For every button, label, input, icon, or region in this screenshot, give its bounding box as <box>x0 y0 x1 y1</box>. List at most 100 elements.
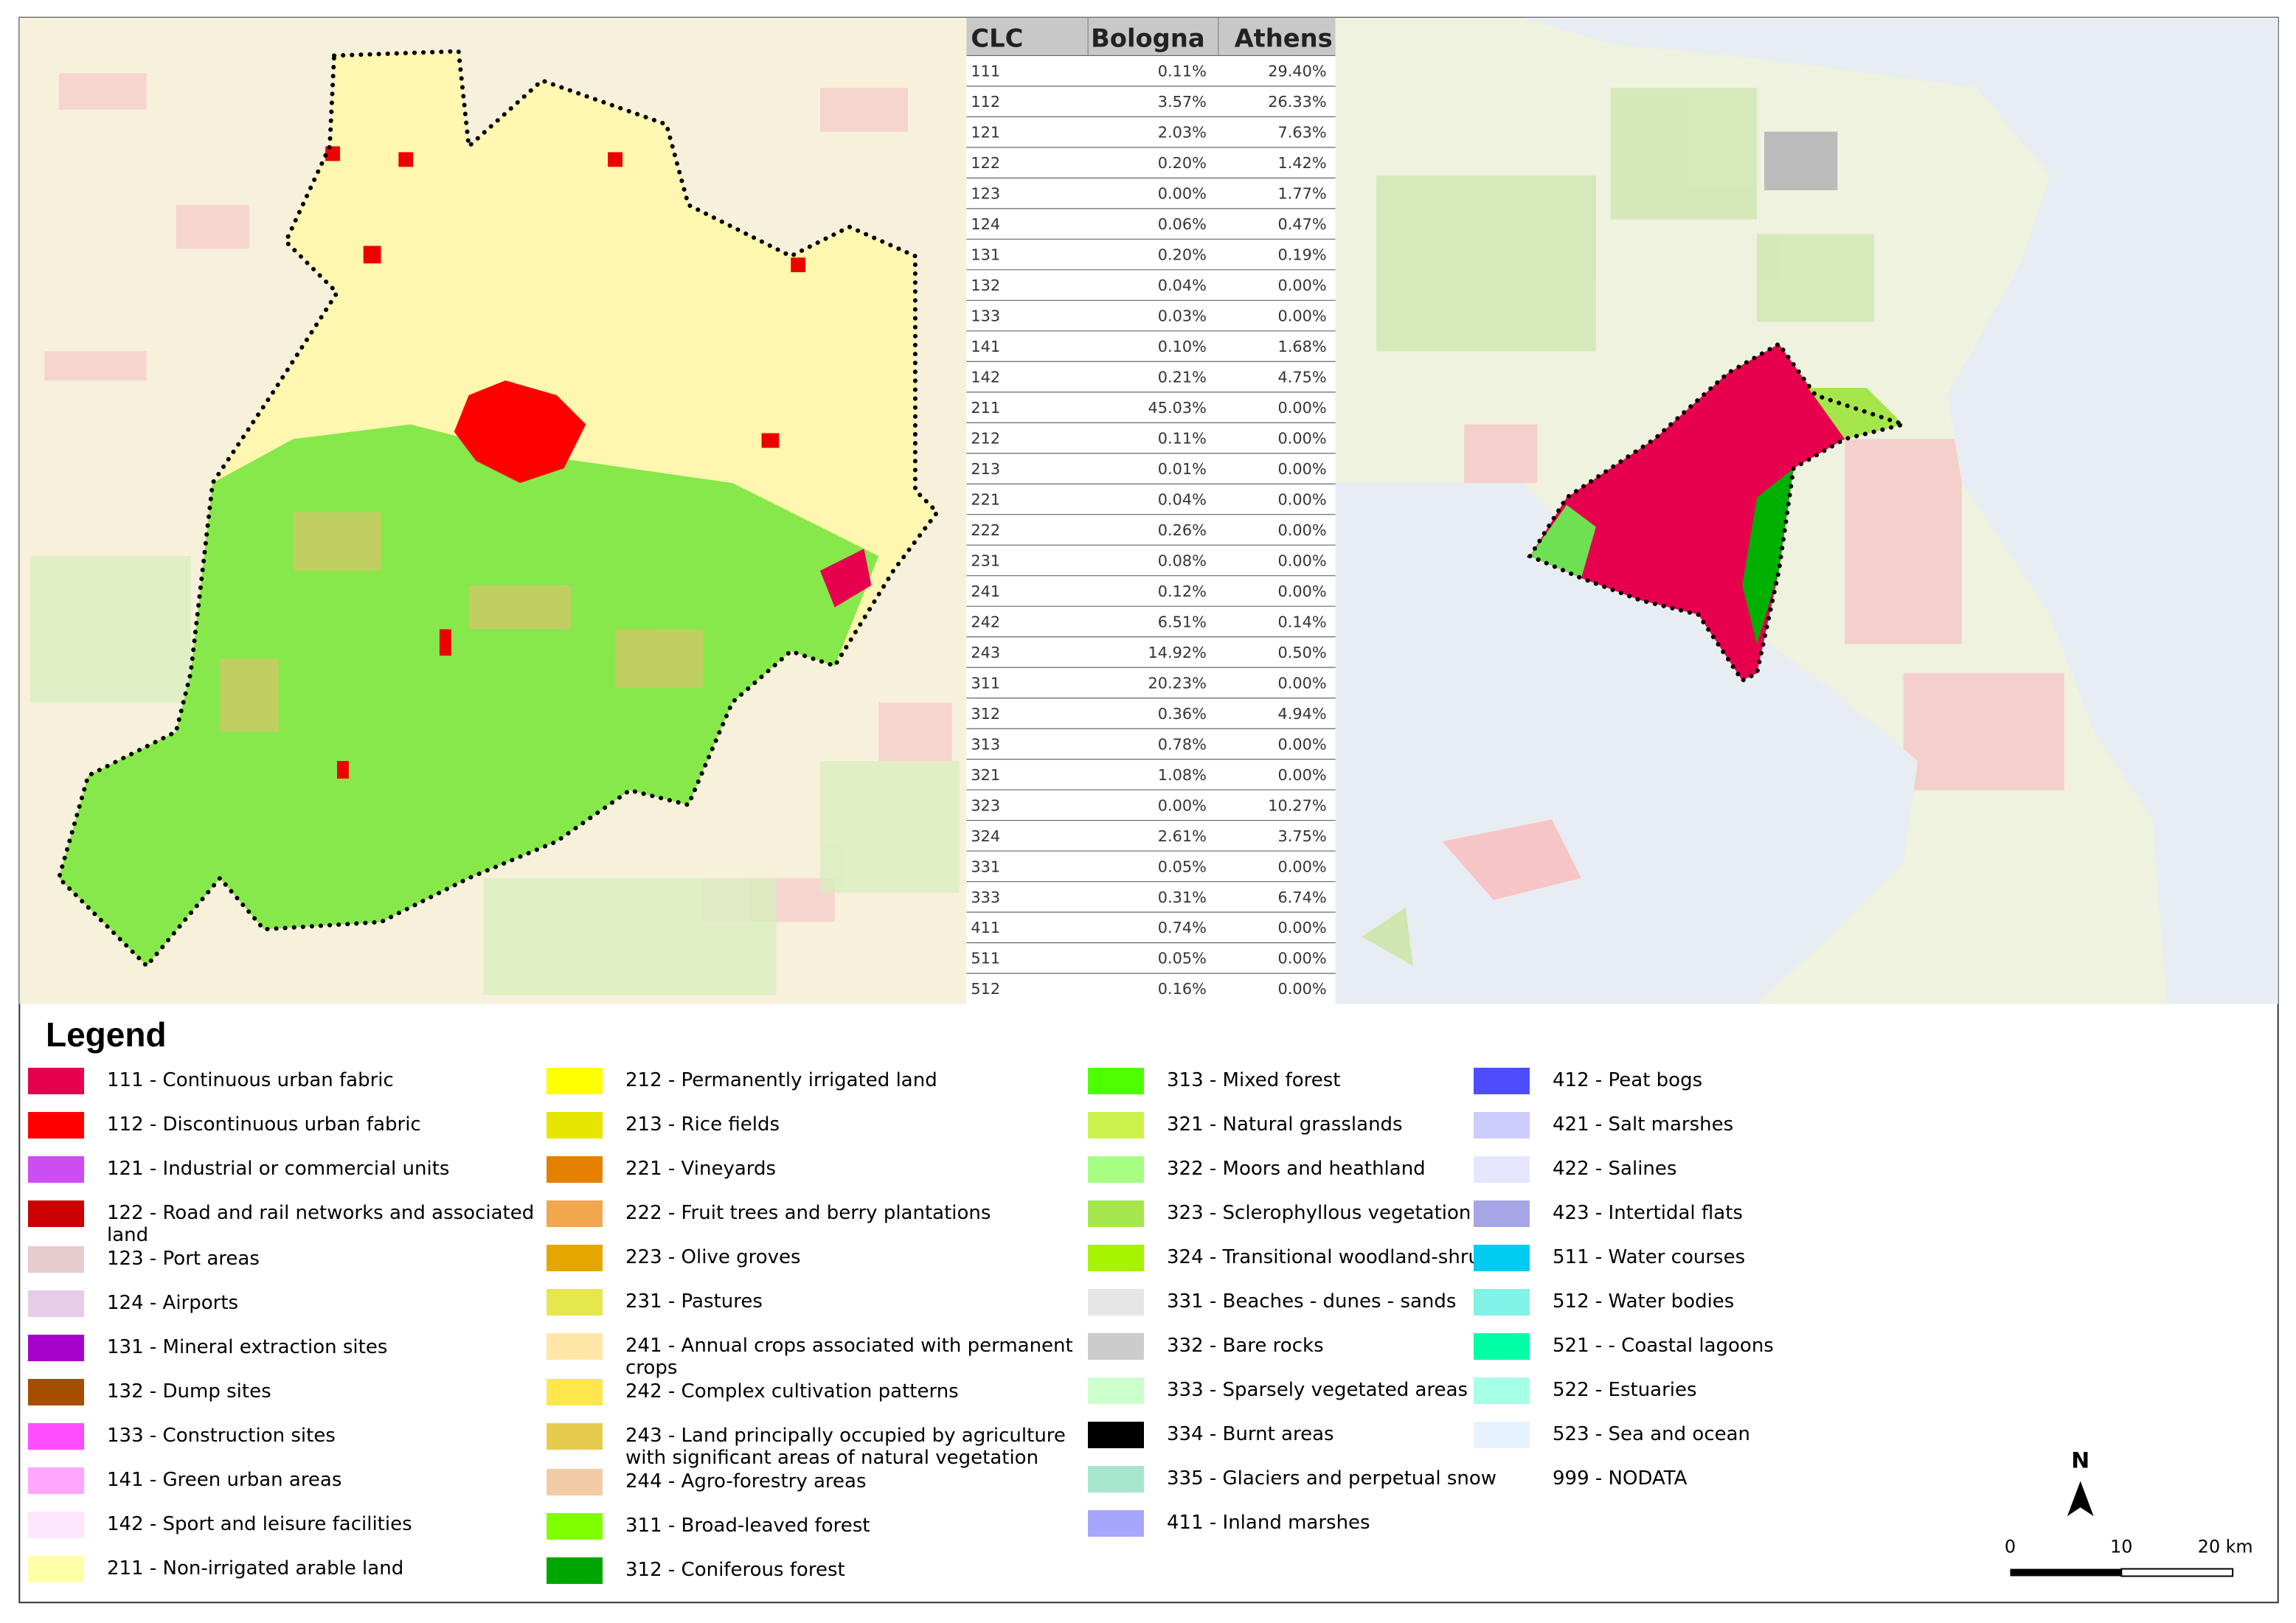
table-cell: 26.33% <box>1268 93 1326 111</box>
table-cell: 132 <box>971 277 1000 294</box>
legend-label: 522 - Estuaries <box>1553 1379 1697 1401</box>
table-cell: 0.10% <box>1158 338 1207 355</box>
legend-label: 411 - Inland marshes <box>1167 1512 1370 1534</box>
table-cell: 0.00% <box>1277 307 1326 325</box>
table-cell: 0.00% <box>1277 674 1326 692</box>
table-cell: 0.06% <box>1158 215 1207 233</box>
table-cell: 121 <box>971 124 1000 142</box>
legend-item: 122 - Road and rail networks and associa… <box>28 1200 564 1246</box>
legend-label: 221 - Vineyards <box>625 1158 777 1180</box>
legend-item: 523 - Sea and ocean <box>1474 1422 1862 1466</box>
legend-item: 421 - Salt marshes <box>1474 1112 1862 1156</box>
table-cell: 0.11% <box>1158 63 1207 80</box>
legend-label: 212 - Permanently irrigated land <box>625 1069 937 1091</box>
legend-label: 124 - Airports <box>107 1292 239 1314</box>
legend-swatch <box>547 1289 603 1316</box>
table: CLC Bologna Athens 111 0.11% 29.40% 112 3.57% 26… <box>966 17 1336 1004</box>
legend-item: 132 - Dump sites <box>28 1379 564 1423</box>
table-cell: 0.36% <box>1158 705 1207 723</box>
legend-item: 244 - Agro-forestry areas <box>547 1469 1083 1513</box>
table-cell: 133 <box>971 307 1000 325</box>
table-cell: 312 <box>971 705 1000 723</box>
legend-label: 423 - Intertidal flats <box>1553 1202 1743 1224</box>
legend-swatch <box>1088 1156 1144 1183</box>
table-cell: 511 <box>971 950 1000 967</box>
legend-item: 521 - - Coastal lagoons <box>1474 1333 1862 1377</box>
legend-swatch <box>1088 1510 1144 1537</box>
legend-item: 321 - Natural grasslands <box>1088 1112 1624 1156</box>
legend-swatch <box>1474 1377 1530 1404</box>
legend-label: 242 - Complex cultivation patterns <box>625 1380 959 1403</box>
legend-swatch <box>547 1513 603 1540</box>
table-cell: 0.00% <box>1277 858 1326 875</box>
table-cell: 0.04% <box>1158 277 1207 294</box>
table-cell: 222 <box>971 521 1000 539</box>
legend-item: 335 - Glaciers and perpetual snow <box>1088 1466 1624 1510</box>
agri-patches <box>220 512 704 732</box>
legend-swatch <box>28 1512 84 1538</box>
island <box>1362 907 1413 966</box>
table-cell: 0.74% <box>1158 919 1207 936</box>
table-cell: 111 <box>971 63 1000 80</box>
urban-patch <box>819 549 872 608</box>
bologna-boundary <box>56 49 940 970</box>
urban-patches <box>1464 424 2064 790</box>
legend-label: 121 - Industrial or commercial units <box>107 1158 450 1180</box>
legend-swatch <box>1474 1200 1530 1227</box>
legend-label: 231 - Pastures <box>625 1290 763 1313</box>
table-cell: 1.08% <box>1158 766 1207 784</box>
table-cell: 0.04% <box>1158 490 1207 508</box>
legend-swatch <box>28 1379 84 1405</box>
bologna-city <box>454 380 586 483</box>
legend-item: 511 - Water courses <box>1474 1245 1862 1289</box>
table-cell: 241 <box>971 583 1000 600</box>
table-cell: 331 <box>971 858 1000 875</box>
scale-label: 20 km <box>2198 1537 2253 1557</box>
legend-swatch <box>547 1112 603 1139</box>
legend-swatch <box>28 1467 84 1494</box>
table-cell: 0.00% <box>1277 980 1326 998</box>
table-cell: 0.11% <box>1158 429 1207 447</box>
legend-label: 123 - Port areas <box>107 1248 260 1270</box>
table-cell: 0.00% <box>1277 399 1326 417</box>
legend-swatch <box>1474 1068 1530 1094</box>
bologna-forest <box>58 424 879 966</box>
legend-swatch <box>28 1556 84 1582</box>
table-cell: 0.20% <box>1158 246 1207 264</box>
legend: Legend 111 - Continuous urban fabric 112 … <box>19 1004 2278 1602</box>
table-cell: 6.51% <box>1158 613 1207 630</box>
table-cell: 4.75% <box>1277 368 1326 386</box>
legend-item: 142 - Sport and leisure facilities <box>28 1512 564 1556</box>
legend-item: 333 - Sparsely vegetated areas <box>1088 1377 1624 1422</box>
legend-label: 324 - Transitional woodland-shrub <box>1167 1246 1493 1268</box>
legend-item: 211 - Non-irrigated arable land <box>28 1556 564 1600</box>
legend-label: 211 - Non-irrigated arable land <box>107 1557 404 1579</box>
legend-item: 121 - Industrial or commercial units <box>28 1156 564 1200</box>
north-label: N <box>2071 1448 2089 1474</box>
legend-label: 122 - Road and rail networks and associa… <box>107 1202 535 1246</box>
north-arrow-icon <box>2067 1481 2094 1517</box>
legend-label: 523 - Sea and ocean <box>1553 1423 1751 1445</box>
legend-swatch <box>1474 1289 1530 1316</box>
table-cell: 411 <box>971 919 1000 936</box>
table-cell: 10.27% <box>1268 796 1326 814</box>
legend-swatch <box>28 1200 84 1227</box>
legend-label: 332 - Bare rocks <box>1167 1335 1324 1357</box>
table-cell: 0.01% <box>1158 460 1207 478</box>
table-cell: 323 <box>971 796 1000 814</box>
athens-boundary <box>1527 341 1912 684</box>
table-cell: 7.63% <box>1277 124 1326 142</box>
table-cell: 0.05% <box>1158 950 1207 967</box>
table-cell: 0.00% <box>1158 185 1207 203</box>
legend-item: 324 - Transitional woodland-shrub <box>1088 1245 1624 1289</box>
legend-label: 311 - Broad-leaved forest <box>625 1515 870 1537</box>
legend-swatch <box>1088 1466 1144 1492</box>
table-cell: 3.57% <box>1158 93 1207 111</box>
legend-label: 133 - Construction sites <box>107 1425 336 1447</box>
table-cell: 0.12% <box>1158 583 1207 600</box>
table-cell: 243 <box>971 644 1000 661</box>
table-cell: 211 <box>971 399 1000 417</box>
athens-map <box>1335 17 2278 1004</box>
legend-item: 332 - Bare rocks <box>1088 1333 1624 1377</box>
legend-item: 241 - Annual crops associated with perma… <box>547 1333 1083 1379</box>
